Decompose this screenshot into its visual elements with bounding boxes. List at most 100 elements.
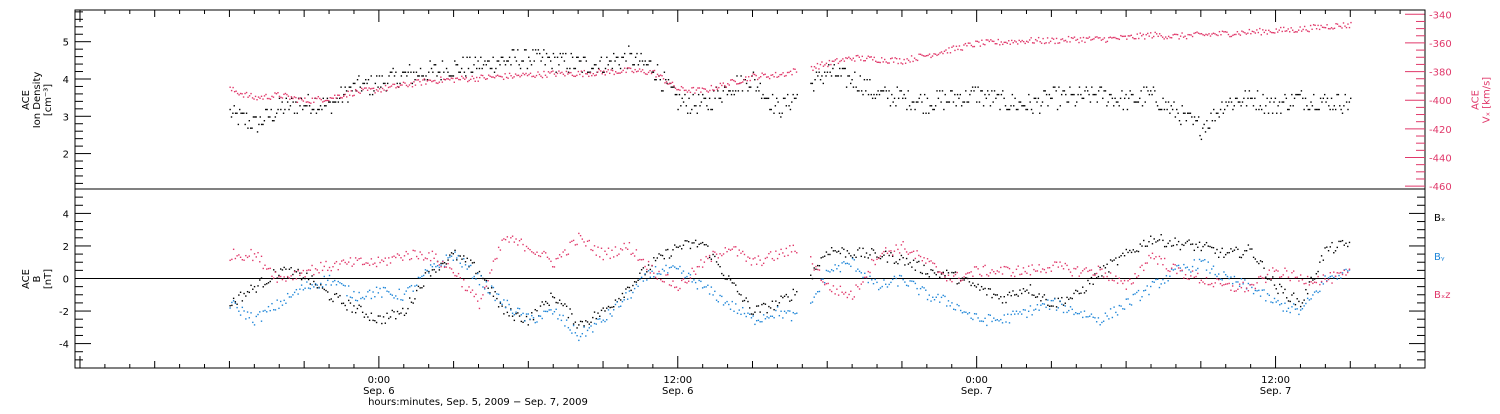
density-point bbox=[1162, 97, 1164, 100]
bz-point bbox=[342, 259, 345, 261]
vx-point bbox=[1190, 34, 1192, 36]
density-point bbox=[863, 78, 866, 81]
bx-point bbox=[565, 305, 568, 308]
by-point bbox=[1125, 298, 1128, 300]
bx-point bbox=[1144, 245, 1147, 247]
bz-point bbox=[590, 248, 592, 251]
bx-point bbox=[450, 252, 453, 254]
bx-point bbox=[891, 255, 894, 257]
bz-point bbox=[250, 248, 252, 251]
by-point bbox=[923, 287, 925, 289]
vx-point bbox=[233, 90, 236, 93]
density-point bbox=[241, 112, 244, 114]
bz-point bbox=[1150, 257, 1152, 259]
by-point bbox=[719, 294, 721, 297]
bz-point bbox=[1005, 266, 1007, 268]
density-point bbox=[1310, 101, 1312, 103]
density-point bbox=[818, 71, 820, 73]
density-point bbox=[851, 78, 853, 81]
by-point bbox=[980, 320, 983, 322]
bz-point bbox=[754, 257, 756, 259]
vx-point bbox=[1091, 38, 1094, 41]
vx-point bbox=[256, 99, 258, 101]
vx-point bbox=[1003, 41, 1005, 44]
density-point bbox=[378, 75, 381, 77]
by-point bbox=[1190, 271, 1192, 273]
density-point bbox=[1218, 116, 1220, 118]
by-point bbox=[749, 313, 751, 315]
bz-point bbox=[1153, 258, 1155, 260]
vx-point bbox=[290, 96, 293, 98]
bz-point bbox=[459, 277, 461, 279]
density-point bbox=[355, 90, 357, 92]
vx-point bbox=[1235, 33, 1237, 36]
vx-point bbox=[1069, 41, 1071, 43]
density-point bbox=[937, 97, 940, 100]
bx-point bbox=[1125, 248, 1128, 251]
density-point bbox=[503, 60, 505, 62]
density-point bbox=[602, 71, 604, 73]
by-point bbox=[909, 280, 911, 282]
vx-point bbox=[679, 89, 681, 91]
density-point bbox=[704, 97, 707, 100]
vx-point bbox=[417, 79, 420, 81]
density-point bbox=[326, 97, 329, 100]
bx-point bbox=[1136, 250, 1138, 252]
by-point bbox=[1306, 297, 1309, 300]
density-point bbox=[273, 120, 275, 122]
density-point bbox=[986, 90, 989, 92]
by-point bbox=[975, 313, 978, 315]
by-point bbox=[1022, 309, 1025, 311]
vx-point bbox=[972, 45, 974, 48]
bz-point bbox=[1287, 276, 1290, 278]
by-series bbox=[229, 251, 1351, 342]
vx-point bbox=[1173, 33, 1176, 36]
density-point bbox=[732, 90, 734, 92]
bz-point bbox=[871, 258, 873, 261]
bx-point bbox=[989, 288, 992, 290]
bz-point bbox=[595, 254, 597, 256]
bx-point bbox=[614, 299, 617, 301]
by-point bbox=[750, 317, 753, 319]
density-point bbox=[1181, 105, 1183, 107]
bz-point bbox=[993, 270, 995, 273]
density-point bbox=[1145, 86, 1148, 88]
by-point bbox=[599, 318, 601, 320]
bx-point bbox=[703, 244, 706, 246]
bz-point bbox=[811, 263, 814, 265]
bx-point bbox=[923, 264, 925, 267]
top-right-axis-title: ACE Vₓ [km/s] bbox=[1471, 77, 1493, 123]
vx-point bbox=[1020, 41, 1022, 43]
by-point bbox=[759, 321, 761, 323]
bottom-left-axis-title: ACE B [nT] bbox=[21, 269, 54, 289]
vx-point bbox=[386, 89, 388, 92]
by-point bbox=[944, 295, 946, 298]
by-point bbox=[769, 315, 772, 317]
bx-point bbox=[796, 290, 798, 293]
bx-point bbox=[966, 277, 969, 280]
by-point bbox=[1299, 309, 1302, 311]
bx-point bbox=[410, 301, 413, 303]
vx-point bbox=[689, 91, 692, 94]
vx-point bbox=[894, 57, 896, 59]
bz-point bbox=[614, 246, 617, 248]
bz-point bbox=[1244, 290, 1246, 293]
vx-point bbox=[538, 73, 541, 76]
density-point bbox=[1289, 105, 1292, 107]
vx-point bbox=[1230, 35, 1233, 38]
by-point bbox=[1230, 276, 1232, 278]
density-point bbox=[1223, 108, 1226, 111]
bx-point bbox=[626, 286, 629, 289]
density-point bbox=[254, 116, 256, 118]
density-point bbox=[978, 101, 981, 103]
by-point bbox=[672, 265, 674, 267]
by-point bbox=[229, 307, 231, 309]
by-point bbox=[417, 276, 420, 279]
bx-point bbox=[850, 255, 852, 257]
density-point bbox=[985, 97, 988, 100]
by-point bbox=[389, 293, 392, 295]
bz-point bbox=[506, 236, 509, 238]
vx-point bbox=[585, 73, 587, 75]
bx-point bbox=[365, 313, 367, 316]
vx-point bbox=[416, 79, 418, 81]
